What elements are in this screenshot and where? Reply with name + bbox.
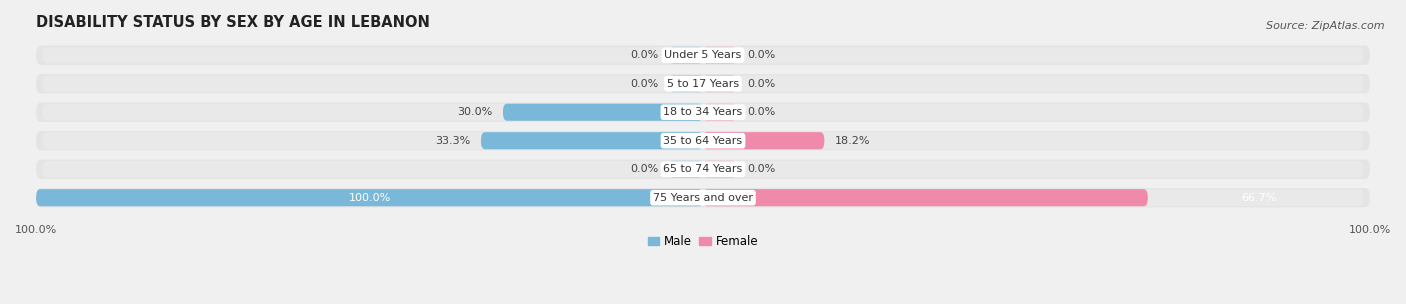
FancyBboxPatch shape <box>37 46 1369 65</box>
Text: 100.0%: 100.0% <box>349 193 391 203</box>
FancyBboxPatch shape <box>669 161 703 178</box>
Text: 33.3%: 33.3% <box>434 136 470 146</box>
Text: 0.0%: 0.0% <box>631 50 659 60</box>
Text: 66.7%: 66.7% <box>1241 193 1277 203</box>
Text: 35 to 64 Years: 35 to 64 Years <box>664 136 742 146</box>
Text: 0.0%: 0.0% <box>747 164 775 174</box>
Text: 0.0%: 0.0% <box>747 79 775 89</box>
FancyBboxPatch shape <box>703 104 737 121</box>
FancyBboxPatch shape <box>42 161 1364 178</box>
FancyBboxPatch shape <box>42 104 1364 120</box>
FancyBboxPatch shape <box>42 189 1364 206</box>
Text: 30.0%: 30.0% <box>457 107 492 117</box>
Text: 0.0%: 0.0% <box>631 79 659 89</box>
FancyBboxPatch shape <box>481 132 703 149</box>
Text: Under 5 Years: Under 5 Years <box>665 50 741 60</box>
Text: 0.0%: 0.0% <box>631 164 659 174</box>
FancyBboxPatch shape <box>503 104 703 121</box>
FancyBboxPatch shape <box>703 75 737 92</box>
FancyBboxPatch shape <box>37 102 1369 122</box>
FancyBboxPatch shape <box>37 74 1369 93</box>
FancyBboxPatch shape <box>42 47 1364 64</box>
FancyBboxPatch shape <box>669 47 703 64</box>
FancyBboxPatch shape <box>703 132 824 149</box>
FancyBboxPatch shape <box>703 189 1147 206</box>
Text: 0.0%: 0.0% <box>747 107 775 117</box>
FancyBboxPatch shape <box>37 189 703 206</box>
Text: Source: ZipAtlas.com: Source: ZipAtlas.com <box>1267 21 1385 31</box>
Text: 65 to 74 Years: 65 to 74 Years <box>664 164 742 174</box>
FancyBboxPatch shape <box>42 133 1364 149</box>
Text: 75 Years and over: 75 Years and over <box>652 193 754 203</box>
FancyBboxPatch shape <box>703 161 737 178</box>
Legend: Male, Female: Male, Female <box>643 230 763 253</box>
FancyBboxPatch shape <box>669 75 703 92</box>
Text: 0.0%: 0.0% <box>747 50 775 60</box>
Text: 5 to 17 Years: 5 to 17 Years <box>666 79 740 89</box>
FancyBboxPatch shape <box>37 160 1369 179</box>
Text: 18 to 34 Years: 18 to 34 Years <box>664 107 742 117</box>
FancyBboxPatch shape <box>37 131 1369 150</box>
FancyBboxPatch shape <box>703 47 737 64</box>
Text: DISABILITY STATUS BY SEX BY AGE IN LEBANON: DISABILITY STATUS BY SEX BY AGE IN LEBAN… <box>37 15 430 30</box>
FancyBboxPatch shape <box>42 75 1364 92</box>
FancyBboxPatch shape <box>37 188 1369 207</box>
Text: 18.2%: 18.2% <box>835 136 870 146</box>
